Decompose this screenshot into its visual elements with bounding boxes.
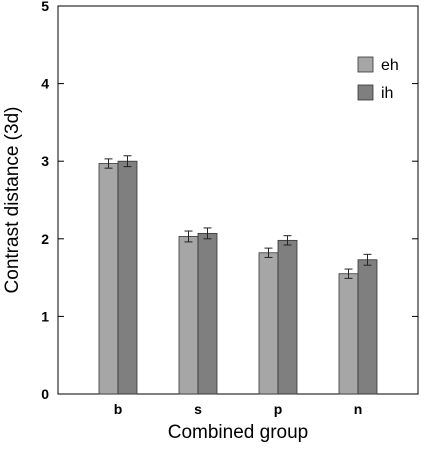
y-axis-label: Contrast distance (3d) bbox=[2, 107, 23, 294]
x-tick-label: b bbox=[114, 401, 123, 417]
legend-swatch-ih bbox=[357, 84, 374, 101]
y-tick-label: 0 bbox=[41, 386, 49, 402]
bar-ih-s bbox=[197, 232, 218, 395]
legend-swatch-eh bbox=[357, 56, 374, 73]
bar-ih-n bbox=[357, 259, 378, 395]
y-tick-label: 2 bbox=[41, 231, 49, 247]
bar-eh-p bbox=[258, 252, 279, 395]
x-axis-label: Combined group bbox=[168, 422, 308, 443]
bars bbox=[98, 155, 378, 395]
y-tick-label: 1 bbox=[41, 308, 49, 324]
y-tick-label: 4 bbox=[41, 76, 49, 92]
legend-label-ih: ih bbox=[381, 85, 393, 102]
y-axis: 0 1 2 3 4 5 bbox=[41, 0, 418, 402]
x-tick-label: p bbox=[274, 401, 283, 417]
plot-frame bbox=[57, 5, 419, 395]
bar-ih-p bbox=[277, 239, 298, 395]
bar-ih-b bbox=[117, 160, 138, 395]
bar-eh-s bbox=[178, 236, 199, 395]
y-tick-label: 5 bbox=[41, 0, 49, 14]
bar-eh-b bbox=[98, 163, 119, 395]
bar-eh-n bbox=[338, 273, 359, 395]
legend-label-eh: eh bbox=[381, 57, 399, 74]
y-tick-label: 3 bbox=[41, 153, 49, 169]
x-tick-label: s bbox=[194, 401, 202, 417]
legend: eh ih bbox=[357, 56, 399, 102]
x-tick-label: n bbox=[354, 401, 363, 417]
